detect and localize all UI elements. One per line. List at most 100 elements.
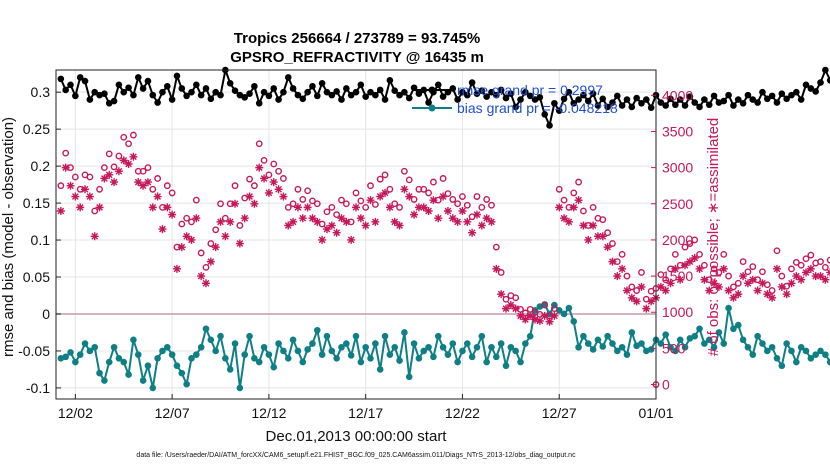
chart-title: Tropics 256664 / 273789 = 93.745% — [234, 30, 480, 47]
obs-assimilated-point — [550, 311, 559, 320]
obs-possible-point — [130, 131, 137, 139]
bias-point — [517, 358, 524, 366]
rmse-point — [439, 93, 447, 100]
rmse-point — [459, 88, 466, 96]
rmse-point — [507, 90, 515, 97]
obs-assimilated-point — [124, 160, 133, 168]
obs-assimilated-point — [235, 239, 244, 248]
obs-assimilated-point — [724, 286, 733, 295]
obs-possible-point — [575, 178, 582, 186]
obs-assimilated-point — [322, 225, 331, 234]
obs-assimilated-point — [139, 181, 148, 190]
obs-possible-point — [154, 175, 162, 182]
obs-possible-point — [425, 189, 432, 197]
legend: rmse grand pr = 0.2997 bias grand pr = -… — [412, 82, 618, 116]
rmse-point — [672, 101, 679, 109]
rmse-point — [584, 97, 592, 105]
obs-assimilated-point — [502, 304, 510, 313]
y-tick-label: 0 — [42, 306, 50, 322]
bias-point — [691, 332, 699, 340]
obs-possible-point — [492, 243, 500, 251]
bias-point — [386, 351, 394, 358]
bias-point — [139, 377, 147, 384]
obs-assimilated-point — [114, 167, 123, 176]
bias-point — [522, 340, 529, 347]
obs-assimilated-point — [298, 214, 307, 223]
rmse-point — [488, 88, 495, 96]
bias-point — [589, 346, 597, 353]
bias-point — [449, 340, 457, 347]
rmse-point — [275, 96, 282, 103]
rmse-point — [807, 85, 815, 92]
obs-assimilated-point — [187, 235, 196, 244]
obs-assimilated-point — [516, 311, 525, 320]
legend-bias-marker — [428, 104, 436, 112]
y2-ticks: 4000 3500 3000 2500 2000 1500 1000 500 0 — [651, 87, 693, 393]
rmse-point — [802, 81, 810, 89]
obs-possible-point — [139, 167, 147, 175]
obs-assimilated-point — [768, 293, 777, 302]
obs-possible-point — [207, 240, 215, 247]
plot-frame — [55, 69, 657, 400]
obs-possible-point — [657, 271, 665, 279]
obs-assimilated-point — [332, 228, 341, 237]
obs-possible-point — [352, 189, 360, 197]
obs-possible-point — [739, 258, 747, 266]
obs-assimilated-point — [695, 264, 704, 273]
obs-assimilated-point — [158, 225, 167, 234]
rmse-point — [749, 96, 757, 103]
obs-assimilated-point — [676, 275, 685, 284]
rmse-point — [812, 88, 819, 95]
bias-point — [502, 362, 510, 370]
bias-point — [681, 343, 689, 351]
obs-assimilated-point — [472, 210, 481, 219]
obs-possible-point — [294, 185, 302, 193]
obs-assimilated-point — [216, 217, 225, 226]
x-axis-label: Dec.01,2013 00:00:00 start — [266, 428, 448, 445]
bias-point — [81, 340, 89, 347]
obs-assimilated-point — [603, 243, 612, 252]
obs-possible-point — [555, 185, 563, 193]
obs-possible-point — [231, 182, 239, 190]
rmse-point — [512, 103, 519, 111]
obs-possible-point — [168, 189, 176, 197]
rmse-point — [463, 91, 471, 99]
rmse-point — [149, 91, 157, 99]
obs-possible-point — [459, 193, 466, 200]
rmse-point — [657, 99, 665, 106]
obs-possible-point — [371, 201, 379, 208]
obs-possible-point — [323, 208, 331, 216]
obs-possible-point — [488, 201, 495, 209]
x-tick-label: 12/22 — [445, 405, 480, 421]
obs-possible-point — [62, 149, 70, 157]
y2-tick-label: 3000 — [662, 160, 693, 176]
rmse-point — [797, 96, 805, 103]
obs-assimilated-point — [172, 264, 181, 273]
bias-point — [459, 347, 466, 355]
obs-possible-point — [391, 200, 399, 208]
obs-possible-point — [280, 175, 287, 182]
obs-possible-point — [120, 133, 128, 141]
bias-point — [168, 351, 176, 358]
rmse-point — [265, 92, 273, 100]
obs-possible-point — [105, 150, 113, 158]
rmse-point — [493, 91, 500, 99]
obs-assimilated-point — [666, 279, 675, 288]
obs-assimilated-point — [627, 293, 636, 302]
rmse-point — [372, 91, 379, 99]
obs-possible-point — [749, 263, 757, 271]
obs-assimilated-point — [269, 178, 278, 187]
bias-point — [478, 332, 486, 340]
rmse-point — [773, 99, 781, 106]
obs-assimilated-point — [448, 214, 457, 223]
bias-point — [439, 343, 447, 351]
obs-assimilated-point — [705, 286, 714, 295]
obs-possible-point — [449, 196, 457, 203]
obs-assimilated-point — [477, 221, 486, 230]
y-ticks: 0.3 0.25 0.2 0.15 0.1 0.05 0 -0.05 -0.1 — [18, 84, 61, 396]
obs-assimilated-point — [361, 221, 370, 230]
rmse-point — [647, 104, 655, 112]
rmse-point — [705, 101, 713, 109]
obs-possible-point — [221, 214, 229, 222]
bias-point — [67, 349, 74, 356]
